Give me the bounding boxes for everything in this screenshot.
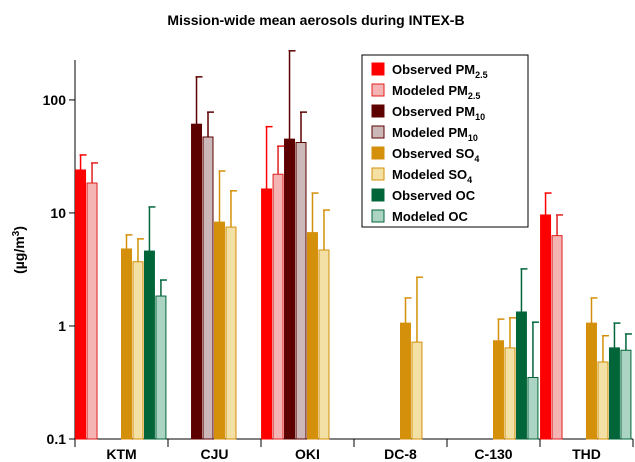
legend-name: Modeled PM [392,125,468,140]
legend-name: Modeled PM [392,83,468,98]
legend-name: Modeled OC [392,209,468,224]
legend-label: Observed OC [392,188,476,203]
bar [400,322,411,440]
bar [540,214,552,440]
y-tick-label: 100 [43,92,67,108]
bar [493,340,504,440]
bar [411,341,423,440]
x-tick-label: KTM [106,446,136,462]
legend-sub: 4 [467,175,472,185]
x-tick-label: DC-8 [384,446,417,462]
bar [307,232,318,440]
legend-label: Observed SO4 [392,146,479,164]
bar [202,136,214,440]
bar [608,347,620,440]
bar [225,226,237,440]
bar [597,361,609,440]
legend-label: Modeled PM10 [392,125,478,143]
bar [75,169,87,440]
y-tick-label: 1 [58,318,66,334]
legend-name: Modeled SO [392,167,467,182]
legend-swatch [371,167,385,181]
bar [191,123,203,440]
bar [143,250,155,440]
legend-sub: 10 [468,133,478,143]
legend-label: Observed PM10 [392,104,485,122]
bar [620,349,632,440]
legend-swatch [371,188,385,202]
bar [214,221,225,440]
y-tick-label: 10 [50,205,66,221]
bar [504,347,516,440]
y-tick-label: 0.1 [47,431,67,447]
legend-swatch [371,104,385,118]
legend-swatch [371,125,385,139]
bar [551,235,563,440]
bar [155,295,167,440]
legend-label: Observed PM2.5 [392,62,488,80]
y-label-text: (µg/m [11,236,27,274]
bar [132,261,144,440]
x-tick-label: C-130 [474,446,512,462]
bar [515,311,527,440]
bar [272,173,284,440]
x-tick-label: OKI [295,446,320,462]
legend-sub: 2.5 [475,70,488,80]
bar [121,248,132,440]
bar [527,377,539,440]
bar [318,249,330,440]
legend-sub: 10 [475,112,485,122]
legend-name: Observed PM [392,62,475,77]
legend-name: Observed SO [392,146,474,161]
bar [86,182,98,440]
bar [586,322,597,440]
legend-label: Modeled PM2.5 [392,83,480,101]
legend-label: Modeled SO4 [392,167,472,185]
y-label-close: ) [11,226,27,231]
legend-name: Observed PM [392,104,475,119]
chart-title: Mission-wide mean aerosols during INTEX-… [167,12,464,28]
y-axis-label: (µg/m3) [11,226,27,274]
legend-swatch [371,62,385,76]
legend-box [361,54,529,228]
x-tick-label: THD [572,446,601,462]
legend-sub: 4 [474,154,479,164]
legend-swatch [371,209,385,223]
legend-swatch [371,146,385,160]
legend-sub: 2.5 [468,91,481,101]
y-label-sup: 3 [11,230,22,236]
bar [261,188,273,440]
legend-name: Observed OC [392,188,476,203]
legend-swatch [371,83,385,97]
legend-label: Modeled OC [392,209,468,224]
bar [295,142,307,440]
x-tick-label: CJU [200,446,228,462]
bar [284,138,296,440]
